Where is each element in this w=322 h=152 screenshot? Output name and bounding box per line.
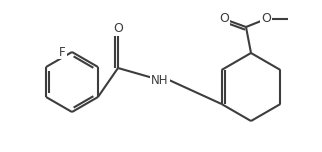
Text: F: F bbox=[59, 45, 66, 59]
Text: O: O bbox=[261, 12, 271, 26]
Text: O: O bbox=[219, 12, 229, 26]
Text: O: O bbox=[113, 21, 123, 35]
Text: NH: NH bbox=[151, 74, 169, 86]
